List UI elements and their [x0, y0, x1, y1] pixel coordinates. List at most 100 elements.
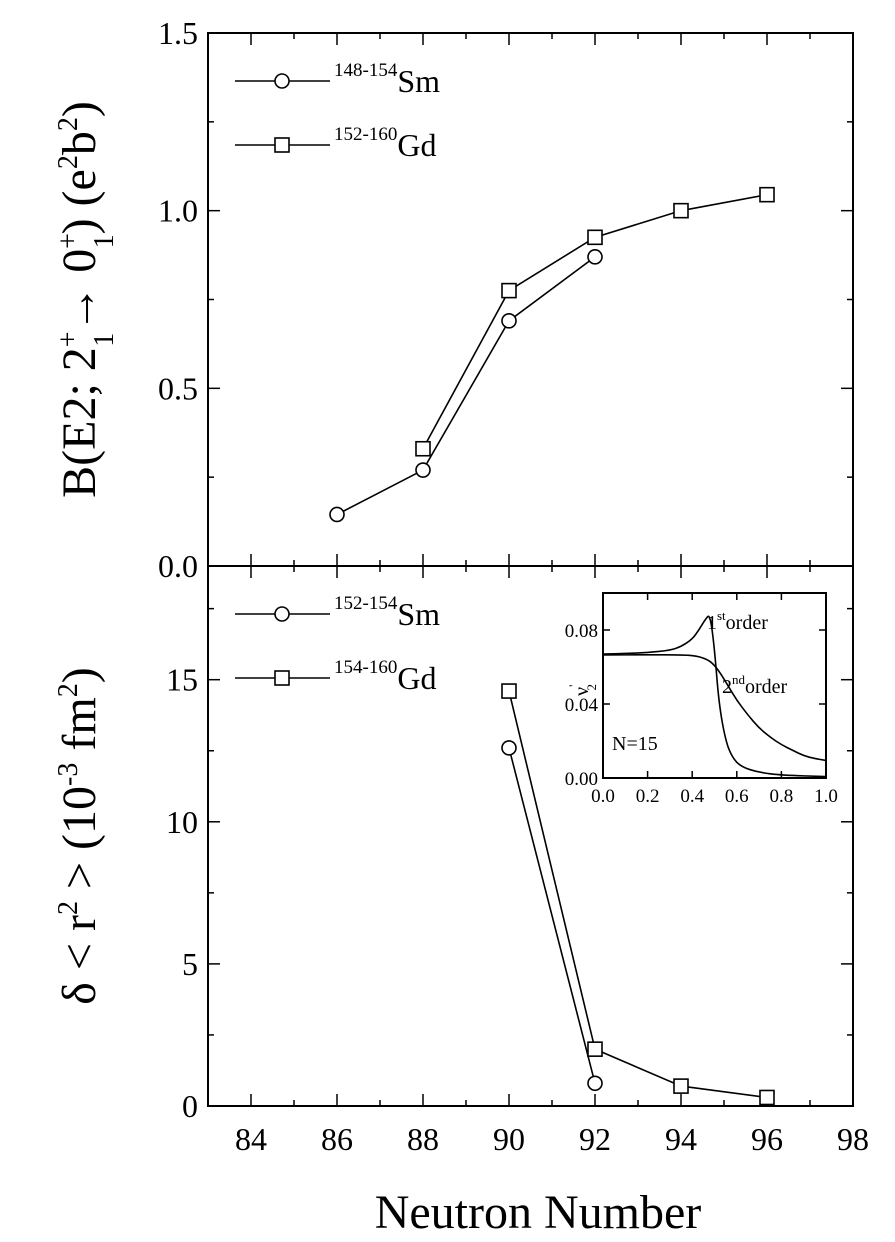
- y-tick-label: 1.0: [158, 193, 198, 229]
- legend-marker-circle: [274, 73, 290, 89]
- inset-y-label: ν' 2: [566, 684, 599, 696]
- ylabel-subscript: 1: [89, 234, 120, 248]
- inset-y-label-sup: ': [566, 685, 581, 687]
- x-tick-label: 88: [407, 1121, 439, 1157]
- ylabel-superscript: +: [53, 233, 84, 249]
- ylabel-part: fm: [53, 697, 106, 762]
- legend-superscript: 152-160: [334, 124, 397, 145]
- legend-name: Gd: [397, 127, 436, 163]
- legend-marker-square: [274, 137, 290, 153]
- ylabel-superscript: +: [53, 331, 84, 347]
- ylabel-superscript: -3: [53, 763, 84, 786]
- legend-name: Sm: [397, 63, 440, 99]
- x-tick-label: 94: [665, 1121, 697, 1157]
- annotation-rest: order: [745, 676, 788, 698]
- inset-x-tick-label: 0.6: [725, 786, 749, 807]
- inset-x-tick-label: 0.4: [680, 786, 704, 807]
- x-tick-label: 86: [321, 1121, 353, 1157]
- legend-name: Gd: [397, 660, 436, 696]
- data-point-gd: [673, 202, 689, 219]
- data-point-gd: [501, 683, 517, 699]
- ylabel-part: δ < r: [53, 915, 106, 1005]
- y-tick-label: 15: [166, 662, 198, 698]
- ylabel-superscript: 2: [53, 155, 84, 169]
- y-tick-label: 5: [182, 946, 198, 982]
- y-axis-label: B(E2; 2+1​→ 0+1​) (e2​b2​): [53, 101, 120, 498]
- data-point-sm: [587, 249, 603, 265]
- annotation-text: N=15: [612, 733, 658, 755]
- inset-y-tick-label: 0.08: [565, 621, 598, 642]
- data-point-sm: [587, 1075, 603, 1092]
- legend-label: 152-154Sm: [334, 593, 440, 632]
- data-point-sm: [501, 740, 517, 756]
- data-point-gd: [415, 440, 431, 457]
- legend-superscript: 152-154: [334, 593, 398, 614]
- inset-annotation: N=15: [612, 733, 658, 755]
- ylabel-superscript: 2: [53, 683, 84, 697]
- annotation-superscript: st: [717, 608, 726, 623]
- y-tick-label: 0.5: [158, 370, 198, 406]
- data-point-sm: [501, 313, 517, 329]
- inset-y-tick-label: 0.00: [565, 769, 598, 790]
- legend-label: 152-160Gd: [334, 124, 436, 163]
- inset-y-label-symbol: ν: [571, 687, 593, 696]
- inset-x-tick-label: 1.0: [814, 786, 838, 807]
- x-axis-label: Neutron Number: [375, 1186, 702, 1239]
- series-line-sm: [508, 747, 596, 1084]
- ylabel-superscript: 2: [53, 117, 84, 131]
- x-tick-label: 84: [235, 1121, 267, 1157]
- inset-annotation: 2ndorder: [722, 672, 788, 698]
- inset-y-tick-label: 0.04: [565, 695, 599, 716]
- plot-frame: [207, 32, 854, 567]
- series-line-sm: [336, 256, 596, 516]
- inset-frame: [602, 592, 827, 779]
- bottom-panel: 0 5 10 15 152-154Sm 154-160Gd δ < r2​ > (10-3​…: [53, 565, 869, 1157]
- ylabel-part: > (10: [53, 786, 106, 901]
- data-point-gd: [587, 229, 603, 246]
- ylabel-part: → 0: [53, 249, 106, 333]
- legend-label: 154-160Gd: [334, 657, 436, 696]
- ylabel-part: b: [53, 131, 106, 155]
- annotation-rest: order: [726, 612, 769, 634]
- legend-name: Sm: [397, 596, 440, 632]
- ylabel-superscript: 2: [53, 901, 84, 915]
- y-tick-label: 0: [182, 1088, 198, 1124]
- data-point-gd: [673, 1078, 689, 1094]
- x-tick-label: 96: [751, 1121, 783, 1157]
- y-axis-label: δ < r2​ > (10-3​ fm2​): [53, 667, 106, 1004]
- data-point-sm: [415, 462, 431, 478]
- ylabel-part: B(E2; 2: [53, 347, 106, 498]
- legend-marker-circle: [274, 606, 290, 622]
- annotation-text: 2: [722, 676, 732, 698]
- annotation-text: 1: [707, 612, 717, 634]
- x-tick-label: 90: [493, 1121, 525, 1157]
- y-tick-label: 10: [166, 804, 198, 840]
- ylabel-part: ): [53, 667, 106, 683]
- legend-superscript: 154-160: [334, 657, 397, 678]
- ylabel-subscript: 1: [89, 333, 120, 347]
- x-tick-label: 98: [837, 1121, 869, 1157]
- inset-curve-1: [602, 615, 827, 778]
- data-point-gd: [759, 186, 775, 203]
- data-point-gd: [759, 1089, 775, 1106]
- inset-x-tick-label: 0.8: [770, 786, 794, 807]
- ylabel-part: ) (e: [53, 169, 106, 234]
- inset-y-label-sub: 2: [584, 684, 599, 691]
- data-point-gd: [501, 282, 517, 299]
- inset-x-tick-label: 0.2: [636, 786, 660, 807]
- inset-curve-2: [602, 653, 827, 762]
- inset-annotation: 1storder: [707, 608, 768, 634]
- plot-frame: [207, 565, 854, 1107]
- inset-panel: 0.0 0.2 0.4 0.6 0.8 1.00.000.040.08ν' 21storde…: [565, 592, 838, 807]
- legend-superscript: 148-154: [334, 60, 398, 81]
- inset-x-tick-label: 0.0: [591, 786, 615, 807]
- ylabel-part: ): [53, 101, 106, 117]
- y-tick-label: 1.5: [158, 15, 198, 51]
- legend-label: 148-154Sm: [334, 60, 440, 99]
- series-line-gd: [508, 690, 768, 1099]
- data-point-sm: [329, 506, 345, 523]
- x-tick-label: 92: [579, 1121, 611, 1157]
- data-point-gd: [587, 1041, 603, 1057]
